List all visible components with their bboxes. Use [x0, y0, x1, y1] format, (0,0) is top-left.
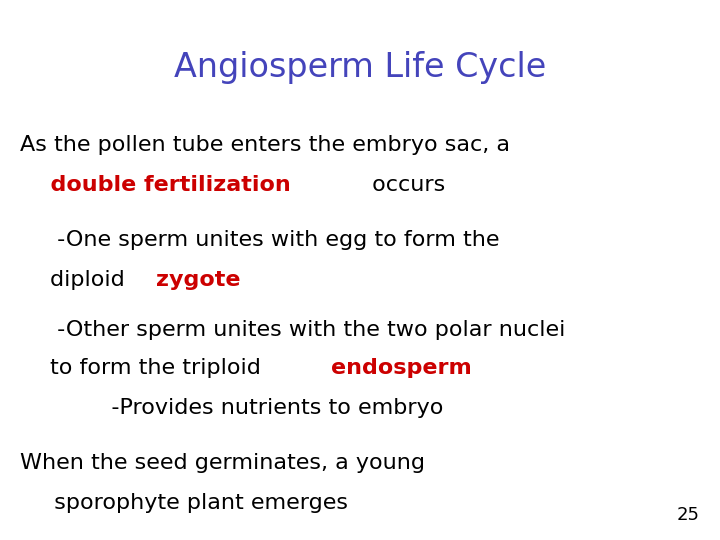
Text: When the seed germinates, a young: When the seed germinates, a young	[20, 453, 425, 473]
Text: to form the triploid: to form the triploid	[50, 358, 268, 378]
Text: diploid: diploid	[50, 270, 132, 290]
Text: zygote: zygote	[156, 270, 240, 290]
Text: -Provides nutrients to embryo: -Provides nutrients to embryo	[90, 398, 444, 418]
Text: double fertilization: double fertilization	[35, 175, 291, 195]
Text: As the pollen tube enters the embryo sac, a: As the pollen tube enters the embryo sac…	[20, 135, 510, 155]
Text: endosperm: endosperm	[331, 358, 472, 378]
Text: -Other sperm unites with the two polar nuclei: -Other sperm unites with the two polar n…	[50, 320, 565, 340]
Text: occurs: occurs	[365, 175, 445, 195]
Text: Angiosperm Life Cycle: Angiosperm Life Cycle	[174, 51, 546, 84]
Text: -One sperm unites with egg to form the: -One sperm unites with egg to form the	[50, 230, 500, 250]
Text: sporophyte plant emerges: sporophyte plant emerges	[40, 493, 348, 513]
Text: 25: 25	[677, 506, 700, 524]
